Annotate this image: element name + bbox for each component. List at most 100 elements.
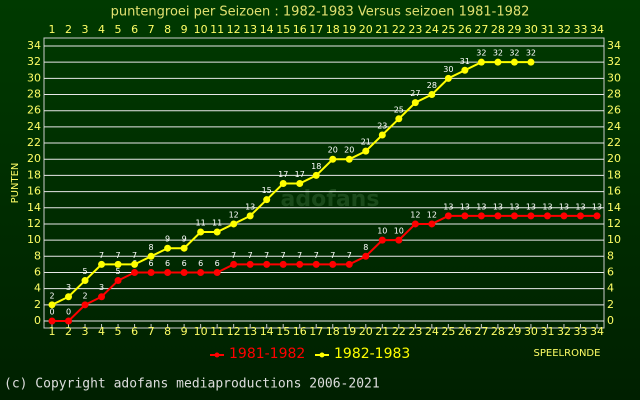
y-tick-label-right: 34 bbox=[607, 39, 621, 52]
x-tick-label: 21 bbox=[375, 325, 389, 338]
point bbox=[362, 147, 370, 155]
data-label: 17 bbox=[278, 170, 288, 179]
data-label: 12 bbox=[427, 210, 437, 219]
x-tick-label-top: 21 bbox=[375, 23, 389, 36]
series-line bbox=[52, 214, 597, 322]
point bbox=[230, 260, 238, 268]
x-tick-label-top: 7 bbox=[148, 23, 155, 36]
data-label: 11 bbox=[212, 219, 222, 228]
data-label: 10 bbox=[394, 227, 404, 236]
data-label: 13 bbox=[493, 202, 503, 211]
x-tick-label-top: 16 bbox=[293, 23, 307, 36]
x-tick-label: 32 bbox=[557, 325, 571, 338]
x-tick-label: 6 bbox=[131, 325, 138, 338]
x-axis-label: SPEELRONDE bbox=[534, 348, 601, 359]
point bbox=[411, 99, 419, 107]
point bbox=[263, 260, 271, 268]
y-tick-label-right: 26 bbox=[607, 104, 621, 117]
point bbox=[246, 260, 254, 268]
point bbox=[527, 58, 535, 66]
data-label: 13 bbox=[526, 202, 536, 211]
data-label: 13 bbox=[559, 202, 569, 211]
x-tick-label: 2 bbox=[65, 325, 72, 338]
y-tick-label-right: 16 bbox=[607, 185, 621, 198]
point bbox=[461, 66, 469, 74]
data-label: 25 bbox=[394, 105, 404, 114]
point bbox=[494, 58, 502, 66]
y-tick-label: 26 bbox=[27, 104, 41, 117]
point bbox=[296, 260, 304, 268]
x-tick-label-top: 32 bbox=[557, 23, 571, 36]
data-label: 5 bbox=[116, 267, 121, 276]
point bbox=[527, 212, 535, 220]
y-tick-label: 22 bbox=[27, 136, 41, 149]
point bbox=[312, 260, 320, 268]
x-tick-label-top: 10 bbox=[194, 23, 208, 36]
x-tick-label-top: 29 bbox=[507, 23, 521, 36]
data-label: 2 bbox=[82, 291, 87, 300]
point bbox=[345, 260, 353, 268]
data-label: 7 bbox=[132, 251, 137, 260]
point bbox=[345, 155, 353, 163]
data-label: 7 bbox=[347, 251, 352, 260]
point bbox=[48, 301, 56, 309]
y-tick-label: 30 bbox=[27, 71, 41, 84]
x-tick-label-top: 8 bbox=[164, 23, 171, 36]
x-tick-label-top: 19 bbox=[342, 23, 356, 36]
data-label: 15 bbox=[262, 186, 272, 195]
point bbox=[147, 268, 155, 276]
x-tick-label-top: 22 bbox=[392, 23, 406, 36]
y-tick-label: 6 bbox=[34, 265, 41, 278]
y-tick-label: 32 bbox=[27, 55, 41, 68]
point bbox=[65, 317, 73, 325]
chart-title: puntengroei per Seizoen : 1982-1983 Vers… bbox=[111, 5, 530, 20]
data-label: 6 bbox=[149, 259, 154, 268]
y-axis-label: PUNTEN bbox=[10, 163, 21, 204]
data-label: 7 bbox=[116, 251, 121, 260]
point bbox=[329, 260, 337, 268]
point bbox=[114, 260, 122, 268]
point bbox=[131, 268, 139, 276]
point bbox=[560, 212, 568, 220]
data-label: 28 bbox=[427, 81, 437, 90]
point bbox=[180, 268, 188, 276]
x-tick-label-top: 4 bbox=[98, 23, 105, 36]
point bbox=[114, 277, 122, 285]
data-label: 11 bbox=[196, 219, 206, 228]
data-label: 7 bbox=[99, 251, 104, 260]
x-tick-label: 23 bbox=[408, 325, 422, 338]
data-label: 7 bbox=[314, 251, 319, 260]
x-tick-label-top: 24 bbox=[425, 23, 439, 36]
y-tick-label: 14 bbox=[27, 201, 41, 214]
data-label: 32 bbox=[526, 49, 536, 58]
data-label: 9 bbox=[165, 235, 170, 244]
point bbox=[296, 180, 304, 187]
data-label: 13 bbox=[245, 202, 255, 211]
data-label: 13 bbox=[476, 202, 486, 211]
point bbox=[279, 260, 287, 268]
y-tick-label-right: 8 bbox=[607, 249, 614, 262]
data-label: 18 bbox=[311, 162, 321, 171]
data-label: 7 bbox=[231, 251, 236, 260]
y-tick-label-right: 20 bbox=[607, 152, 621, 165]
point bbox=[279, 180, 287, 187]
point bbox=[428, 220, 436, 228]
y-tick-label: 18 bbox=[27, 168, 41, 181]
data-label: 32 bbox=[476, 49, 486, 58]
x-tick-label: 16 bbox=[293, 325, 307, 338]
data-label: 27 bbox=[410, 89, 420, 98]
point bbox=[98, 293, 106, 301]
y-tick-label: 10 bbox=[27, 233, 41, 246]
data-label: 2 bbox=[49, 291, 54, 300]
point bbox=[395, 115, 403, 123]
x-tick-label-top: 23 bbox=[408, 23, 422, 36]
data-label: 31 bbox=[460, 57, 470, 66]
x-tick-label: 31 bbox=[540, 325, 554, 338]
point bbox=[378, 131, 386, 139]
point bbox=[444, 212, 452, 220]
point bbox=[213, 268, 221, 276]
point bbox=[180, 244, 188, 252]
x-tick-label: 19 bbox=[342, 325, 356, 338]
data-label: 6 bbox=[215, 259, 220, 268]
